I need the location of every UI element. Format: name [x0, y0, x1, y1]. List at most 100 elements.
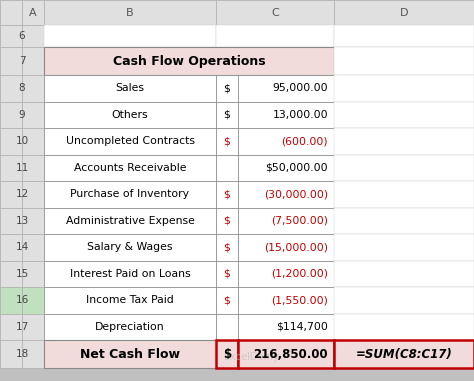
- Bar: [216, 75, 238, 101]
- Text: Net Cash Flow: Net Cash Flow: [80, 347, 180, 360]
- Bar: [44, 75, 216, 101]
- Text: Cash Flow Operations: Cash Flow Operations: [113, 54, 265, 67]
- Bar: [0, 47, 22, 75]
- Bar: [44, 25, 216, 47]
- Bar: [238, 208, 334, 234]
- Bar: [334, 47, 474, 75]
- Text: D: D: [400, 8, 408, 18]
- Bar: [44, 261, 216, 287]
- Bar: [238, 314, 334, 340]
- Bar: [44, 287, 216, 314]
- Bar: [44, 234, 216, 261]
- Bar: [216, 128, 238, 155]
- Bar: [238, 234, 334, 261]
- Text: 216,850.00: 216,850.00: [254, 347, 328, 360]
- Text: 10: 10: [16, 136, 28, 146]
- Text: $50,000.00: $50,000.00: [265, 163, 328, 173]
- Text: $: $: [223, 347, 231, 360]
- Text: A: A: [29, 8, 37, 18]
- Text: $: $: [224, 242, 230, 252]
- Bar: [22, 181, 44, 208]
- Bar: [238, 155, 334, 181]
- Text: $: $: [224, 269, 230, 279]
- Bar: [334, 155, 474, 181]
- Bar: [216, 0, 334, 25]
- Bar: [216, 155, 238, 181]
- Bar: [0, 287, 22, 314]
- Text: 13: 13: [15, 216, 28, 226]
- Text: 95,000.00: 95,000.00: [273, 83, 328, 93]
- Text: 7: 7: [18, 56, 25, 66]
- Text: 13,000.00: 13,000.00: [273, 110, 328, 120]
- Text: Accounts Receivable: Accounts Receivable: [74, 163, 186, 173]
- Text: 18: 18: [15, 349, 28, 359]
- Bar: [22, 340, 44, 368]
- Text: Purchase of Inventory: Purchase of Inventory: [71, 189, 190, 199]
- Bar: [0, 25, 22, 47]
- Bar: [238, 75, 334, 101]
- Text: Others: Others: [112, 110, 148, 120]
- Bar: [22, 101, 44, 128]
- Bar: [22, 0, 44, 25]
- Text: 6: 6: [18, 31, 25, 41]
- Text: $: $: [224, 216, 230, 226]
- Bar: [334, 234, 474, 261]
- Bar: [216, 25, 334, 47]
- Bar: [334, 208, 474, 234]
- Text: 12: 12: [15, 189, 28, 199]
- Bar: [22, 155, 44, 181]
- Bar: [22, 25, 44, 47]
- Text: 8: 8: [18, 83, 25, 93]
- Bar: [44, 340, 216, 368]
- Bar: [238, 261, 334, 287]
- Bar: [0, 340, 22, 368]
- Text: 16: 16: [15, 295, 28, 305]
- Bar: [334, 0, 474, 25]
- Bar: [238, 340, 334, 368]
- Text: $114,700: $114,700: [276, 322, 328, 332]
- Text: Administrative Expense: Administrative Expense: [65, 216, 194, 226]
- Text: Interest Paid on Loans: Interest Paid on Loans: [70, 269, 191, 279]
- Text: ExcelDemy: ExcelDemy: [224, 352, 279, 362]
- Text: 11: 11: [15, 163, 28, 173]
- Bar: [238, 101, 334, 128]
- Text: Uncompleted Contracts: Uncompleted Contracts: [65, 136, 194, 146]
- Bar: [44, 47, 334, 75]
- Text: (600.00): (600.00): [282, 136, 328, 146]
- Bar: [334, 287, 474, 314]
- Bar: [216, 340, 238, 368]
- Bar: [22, 287, 44, 314]
- Bar: [216, 181, 238, 208]
- Text: Income Tax Paid: Income Tax Paid: [86, 295, 174, 305]
- Text: Salary & Wages: Salary & Wages: [87, 242, 173, 252]
- Text: $: $: [224, 83, 230, 93]
- Bar: [238, 181, 334, 208]
- Bar: [22, 234, 44, 261]
- Bar: [44, 181, 216, 208]
- Bar: [238, 128, 334, 155]
- Bar: [22, 208, 44, 234]
- Bar: [216, 208, 238, 234]
- Text: Sales: Sales: [116, 83, 145, 93]
- Bar: [238, 287, 334, 314]
- Bar: [0, 0, 22, 25]
- Text: (30,000.00): (30,000.00): [264, 189, 328, 199]
- Text: (15,000.00): (15,000.00): [264, 242, 328, 252]
- Bar: [334, 128, 474, 155]
- Bar: [44, 128, 216, 155]
- Bar: [0, 75, 22, 101]
- Bar: [334, 261, 474, 287]
- Bar: [334, 314, 474, 340]
- Bar: [22, 128, 44, 155]
- Text: $: $: [224, 136, 230, 146]
- Bar: [0, 234, 22, 261]
- Bar: [216, 101, 238, 128]
- Bar: [22, 261, 44, 287]
- Bar: [0, 155, 22, 181]
- Text: (7,500.00): (7,500.00): [271, 216, 328, 226]
- Bar: [44, 0, 216, 25]
- Bar: [216, 261, 238, 287]
- Bar: [334, 75, 474, 101]
- Text: $: $: [224, 110, 230, 120]
- Bar: [216, 287, 238, 314]
